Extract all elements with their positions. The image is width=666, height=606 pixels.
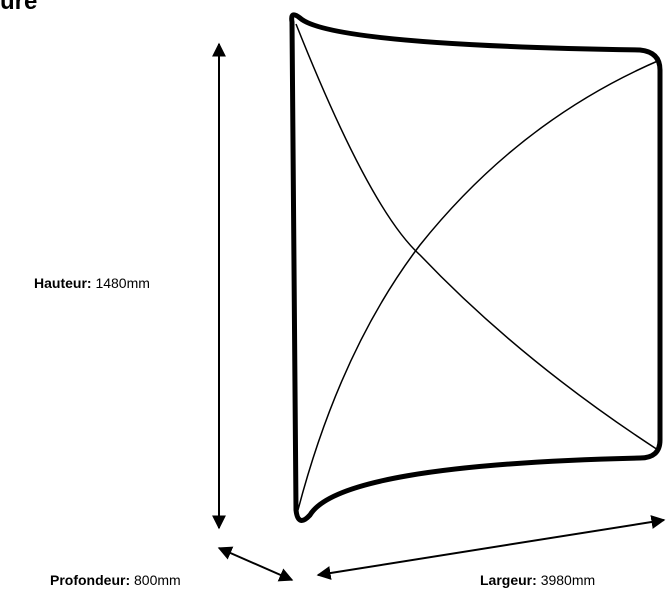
depth-arrow [217,546,294,582]
depth-label-key: Profondeur: [50,572,131,588]
depth-label-value: 800mm [134,572,181,588]
height-label-value: 1480mm [95,275,150,291]
width-label-value: 3980mm [540,572,596,588]
display-frame-outline [289,12,663,523]
depth-label: Profondeur: 800mm [50,572,181,588]
height-label-key: Hauteur: [34,275,92,291]
height-label: Hauteur: 1480mm [34,275,150,291]
width-arrow [316,515,666,580]
width-label: Largeur: 3980mm [480,572,595,588]
diagonal-top-left-to-bottom-right [295,23,659,451]
width-label-key: Largeur: [480,572,537,588]
page-title-fragment: ure [0,0,38,15]
diagonal-bottom-left-to-top-right [297,59,661,511]
